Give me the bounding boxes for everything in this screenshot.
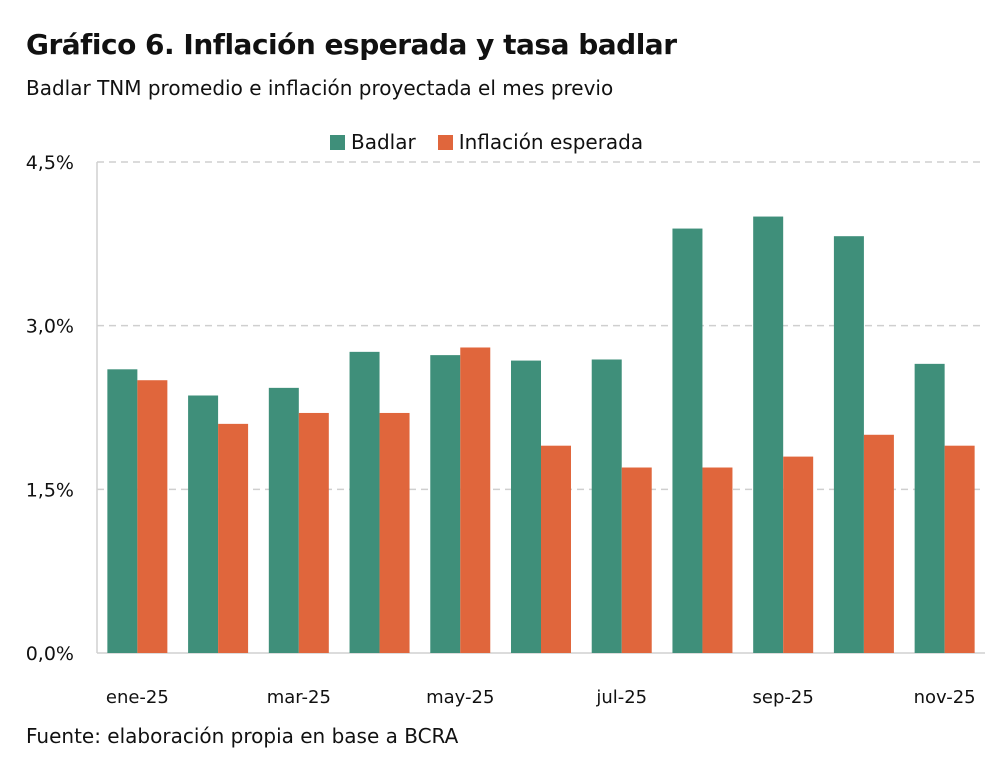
bar-inflacion-feb-25 bbox=[218, 423, 249, 653]
x-tick-label: sep-25 bbox=[753, 687, 814, 708]
x-tick-label: ene-25 bbox=[106, 687, 169, 708]
bar-inflacion-ago-25 bbox=[702, 467, 733, 653]
bar-inflacion-abr-25 bbox=[379, 412, 410, 653]
legend-swatch-inflacion bbox=[437, 134, 453, 150]
legend: Badlar Inflación esperada bbox=[330, 130, 643, 154]
bar-badlar-jun-25 bbox=[511, 360, 541, 653]
bar-badlar-sep-25 bbox=[753, 216, 784, 654]
bar-badlar-mar-25 bbox=[268, 387, 299, 653]
y-tick-label: 1,5% bbox=[26, 479, 74, 501]
bar-inflacion-ene-25 bbox=[137, 380, 168, 653]
legend-label-badlar: Badlar bbox=[351, 130, 416, 154]
bar-inflacion-jul-25 bbox=[621, 467, 652, 653]
bar-badlar-ene-25 bbox=[107, 369, 138, 653]
bar-badlar-abr-25 bbox=[349, 351, 380, 653]
bar-inflacion-may-25 bbox=[460, 347, 491, 653]
bar-inflacion-oct-25 bbox=[863, 434, 894, 653]
bar-inflacion-nov-25 bbox=[944, 445, 975, 653]
y-tick-label: 3,0% bbox=[26, 316, 74, 338]
legend-swatch-badlar bbox=[330, 134, 345, 150]
bar-badlar-feb-25 bbox=[188, 395, 219, 653]
chart-source: Fuente: elaboración propia en base a BCR… bbox=[26, 724, 459, 748]
legend-item-inflacion: Inflación esperada bbox=[437, 130, 644, 154]
x-tick-label: nov-25 bbox=[914, 687, 976, 708]
x-tick-label: may-25 bbox=[426, 687, 494, 708]
y-tick-label: 0,0% bbox=[26, 643, 74, 665]
chart-subtitle: Badlar TNM promedio e inflación proyecta… bbox=[26, 76, 614, 100]
x-tick-label: mar-25 bbox=[267, 687, 331, 708]
legend-label-inflacion: Inflación esperada bbox=[458, 130, 644, 154]
bar-badlar-oct-25 bbox=[833, 236, 864, 653]
bar-badlar-nov-25 bbox=[914, 363, 945, 653]
y-tick-label: 4,5% bbox=[26, 152, 74, 174]
bar-badlar-may-25 bbox=[430, 355, 461, 653]
bar-inflacion-sep-25 bbox=[783, 456, 814, 653]
bar-badlar-ago-25 bbox=[672, 228, 703, 653]
bar-badlar-jul-25 bbox=[591, 359, 622, 653]
chart-title: Gráfico 6. Inflación esperada y tasa bad… bbox=[26, 28, 677, 61]
bar-inflacion-mar-25 bbox=[298, 412, 329, 653]
x-tick-label: jul-25 bbox=[595, 687, 647, 708]
legend-item-badlar: Badlar bbox=[330, 130, 416, 154]
bar-inflacion-jun-25 bbox=[541, 445, 571, 653]
